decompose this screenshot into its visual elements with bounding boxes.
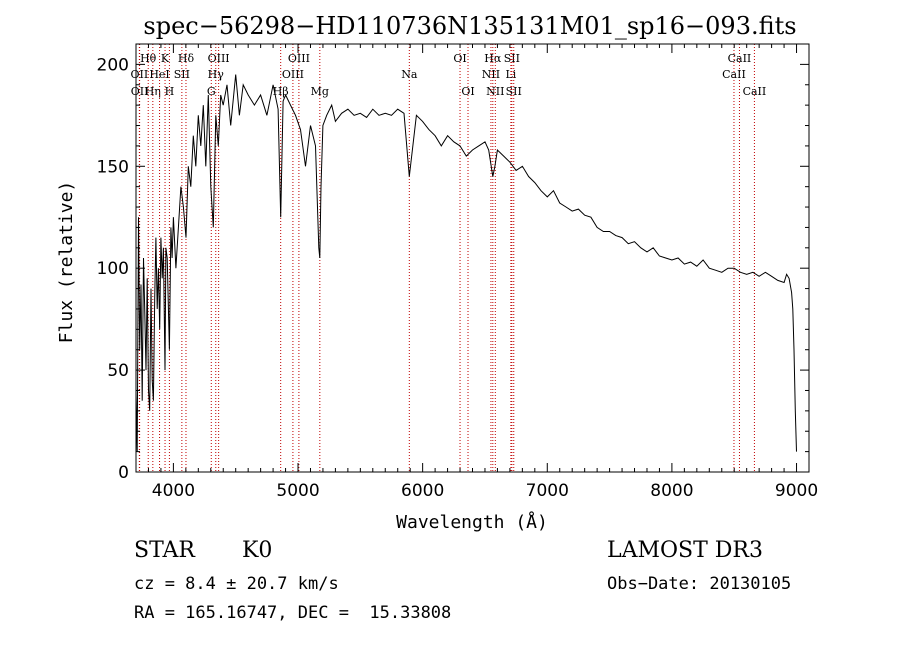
spectral-line-label: OI xyxy=(461,85,474,98)
spectral-line-label: Hα xyxy=(484,52,502,65)
axis-ticks: 4000 5000 6000 7000 8000 9000 0 50 100 150 200 xyxy=(97,44,818,501)
redshift-cz: cz = 8.4 ± 20.7 km/s xyxy=(134,574,339,594)
spectral-line-label: NII xyxy=(482,68,500,81)
spectral-line-label: SII xyxy=(506,85,522,98)
spectral-line-label: OIII xyxy=(288,52,310,65)
spectral-line-label: G xyxy=(207,85,216,98)
spectral-line-label: OIII xyxy=(208,52,230,65)
x-axis-label: Wavelength (Å) xyxy=(396,511,548,533)
spectral-line-label: OI xyxy=(453,52,466,65)
y-axis-label: Flux (relative) xyxy=(56,181,77,344)
y-tick-label: 150 xyxy=(97,157,129,177)
spectral-line-label: Hθ xyxy=(140,52,157,65)
spectral-line-label: Hη xyxy=(145,85,161,98)
spectral-line-label: Hβ xyxy=(273,85,289,98)
spectral-line-label: Hγ xyxy=(208,68,225,81)
spectral-line-label: Na xyxy=(401,68,418,81)
x-tick-label: 9000 xyxy=(775,481,818,501)
object-class: STAR xyxy=(134,538,195,563)
ra-dec-coordinates: RA = 165.16747, DEC = 15.33808 xyxy=(134,603,452,623)
spectral-line-label: Li xyxy=(505,68,516,81)
spectral-line-label: Hδ xyxy=(178,52,195,65)
spectral-line-label: H xyxy=(165,85,175,98)
spectral-line-label: K xyxy=(161,52,170,65)
spectral-line-label: OIII xyxy=(282,68,304,81)
x-tick-label: 6000 xyxy=(401,481,444,501)
spectral-line-label: SII xyxy=(504,52,520,65)
spectral-line-label: Mg xyxy=(311,85,329,98)
object-subclass: K0 xyxy=(242,538,273,563)
y-tick-label: 50 xyxy=(107,361,129,381)
x-tick-label: 4000 xyxy=(152,481,195,501)
spectrum-line xyxy=(135,74,797,452)
spectral-line-label: HeI xyxy=(149,68,169,81)
spectral-line-label: CaII xyxy=(743,85,767,98)
spectral-line-label: CaII xyxy=(722,68,746,81)
spectral-line-label: SII xyxy=(174,68,190,81)
x-tick-label: 8000 xyxy=(650,481,693,501)
x-tick-label: 7000 xyxy=(526,481,569,501)
observation-date: Obs−Date: 20130105 xyxy=(607,574,792,594)
y-tick-label: 0 xyxy=(118,463,129,483)
survey-name: LAMOST DR3 xyxy=(607,538,763,563)
chart-title: spec−56298−HD110736N135131M01_sp16−093.f… xyxy=(143,12,796,40)
x-tick-label: 5000 xyxy=(276,481,319,501)
spectral-line-label: CaII xyxy=(728,52,752,65)
y-tick-label: 100 xyxy=(97,259,129,279)
y-tick-label: 200 xyxy=(97,55,129,75)
spectral-line-label: NII xyxy=(486,85,504,98)
plot-frame xyxy=(135,43,810,473)
spectral-line-label: OII xyxy=(131,85,149,98)
